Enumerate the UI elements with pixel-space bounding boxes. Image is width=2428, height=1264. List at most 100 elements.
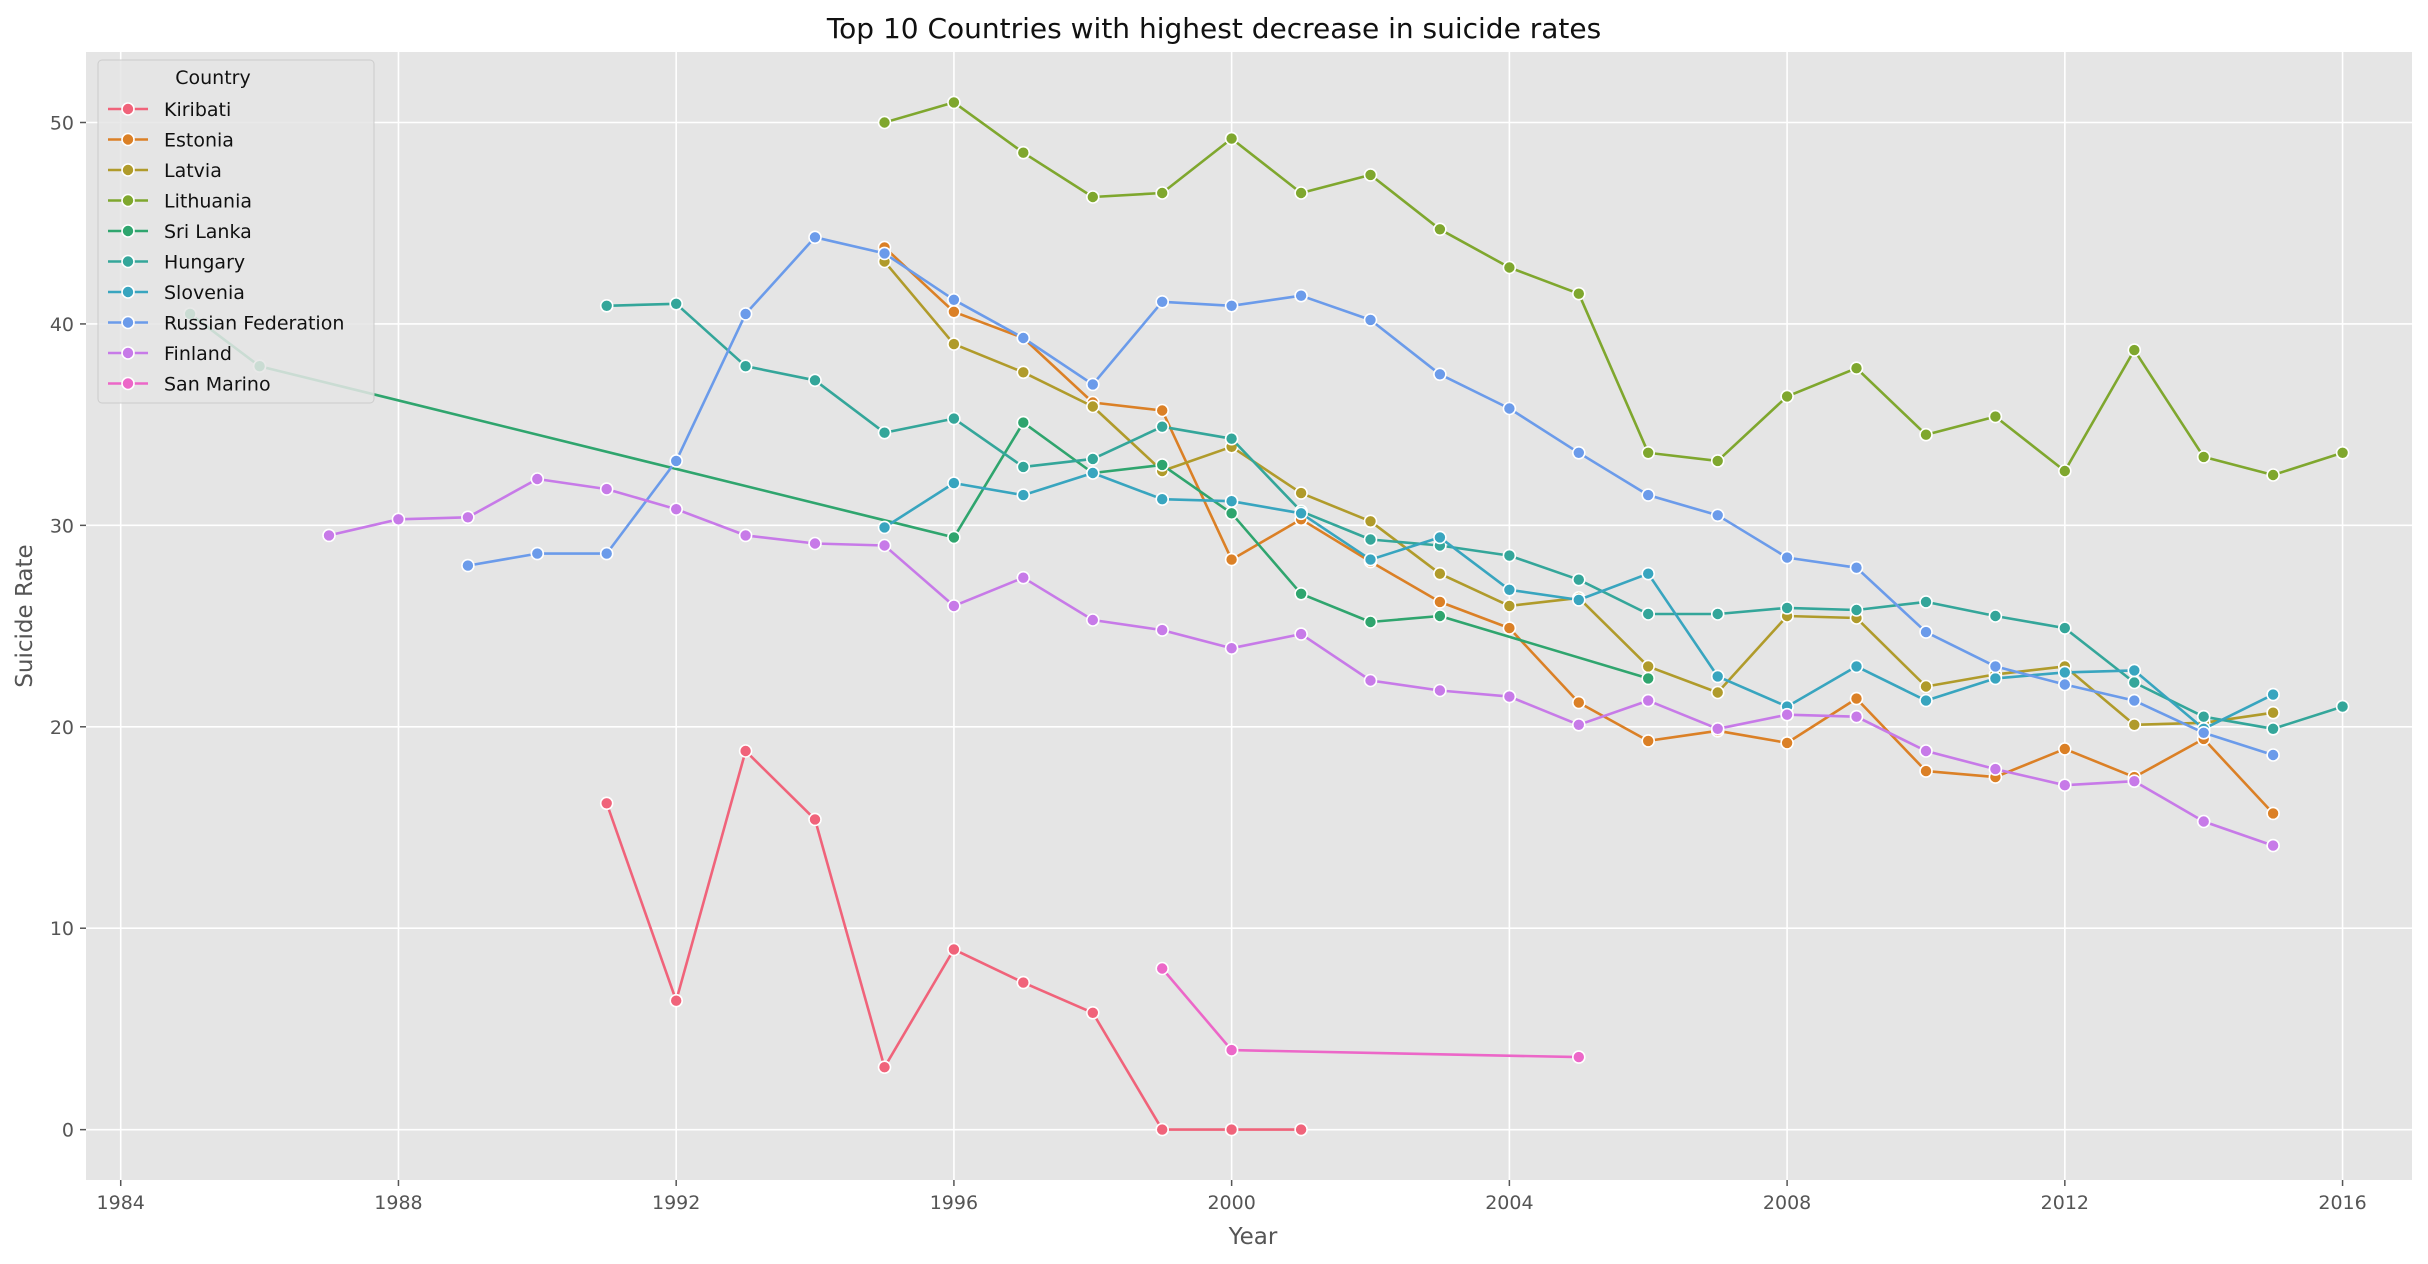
data-point-lithuania bbox=[1710, 454, 1725, 468]
data-point-slovenia bbox=[1988, 671, 2003, 686]
data-point-hungary bbox=[2127, 675, 2142, 690]
y-tick-label: 50 bbox=[50, 113, 74, 135]
data-point-sri-lanka bbox=[1363, 615, 1378, 629]
y-tick-label: 10 bbox=[50, 918, 74, 940]
data-point-estonia bbox=[1849, 691, 1864, 706]
data-point-hungary bbox=[1641, 607, 1655, 621]
data-point-latvia bbox=[1086, 399, 1100, 414]
data-point-estonia bbox=[2266, 806, 2280, 821]
data-point-finland bbox=[738, 528, 753, 543]
y-axis-label: Suicide Rate bbox=[12, 544, 38, 687]
data-point-san-marino bbox=[1224, 1043, 1239, 1057]
data-point-hungary bbox=[2266, 721, 2280, 736]
data-point-estonia bbox=[947, 304, 961, 319]
data-point-russian-federation bbox=[1641, 488, 1655, 502]
data-point-estonia bbox=[1919, 764, 1933, 778]
data-point-hungary bbox=[1572, 572, 1586, 587]
x-tick-label: 2004 bbox=[1485, 1192, 1533, 1214]
data-point-slovenia bbox=[1155, 492, 1169, 507]
data-point-hungary bbox=[1016, 460, 1031, 474]
legend-label-estonia: Estonia bbox=[164, 130, 234, 152]
data-point-russian-federation bbox=[947, 292, 961, 307]
data-point-finland bbox=[1780, 707, 1794, 722]
data-point-latvia bbox=[1294, 486, 1308, 500]
data-point-russian-federation bbox=[1224, 298, 1239, 313]
data-point-hungary bbox=[1919, 595, 1933, 609]
legend-marker-san-marino bbox=[121, 376, 135, 391]
legend-marker-estonia bbox=[121, 132, 135, 147]
data-point-slovenia bbox=[1294, 506, 1308, 521]
data-point-russian-federation bbox=[1780, 550, 1794, 565]
data-point-russian-federation bbox=[1086, 377, 1100, 392]
legend-label-finland: Finland bbox=[164, 343, 232, 365]
x-tick-label: 1992 bbox=[652, 1192, 700, 1214]
data-point-finland bbox=[599, 482, 614, 496]
data-point-slovenia bbox=[1710, 669, 1725, 684]
data-point-finland bbox=[1294, 627, 1308, 641]
legend-marker-lithuania bbox=[121, 193, 135, 208]
data-point-finland bbox=[1016, 570, 1031, 585]
data-point-latvia bbox=[947, 337, 961, 351]
data-point-russian-federation bbox=[530, 546, 545, 561]
data-point-slovenia bbox=[2058, 665, 2072, 680]
data-point-slovenia bbox=[2266, 687, 2280, 702]
data-point-slovenia bbox=[1086, 466, 1100, 480]
data-point-san-marino bbox=[1572, 1050, 1586, 1064]
data-point-kiribati bbox=[1086, 1005, 1100, 1020]
data-point-hungary bbox=[1710, 607, 1725, 621]
data-point-sri-lanka bbox=[1016, 415, 1031, 430]
data-point-russian-federation bbox=[877, 246, 892, 261]
axis-ticks: 1984 1988 1992 1996 2000 2004 2008 2012 2016 0 10 2… bbox=[50, 113, 2367, 1215]
data-point-estonia bbox=[2058, 742, 2072, 756]
data-point-finland bbox=[2266, 838, 2280, 853]
data-point-slovenia bbox=[1502, 582, 1517, 597]
legend-title: Country bbox=[175, 67, 250, 89]
data-point-latvia bbox=[2266, 705, 2280, 720]
data-point-lithuania bbox=[1155, 186, 1169, 200]
data-point-finland bbox=[1224, 641, 1239, 656]
data-point-hungary bbox=[669, 296, 684, 311]
x-tick-label: 1984 bbox=[97, 1192, 145, 1214]
legend: Country Kiribati Estonia Latvia Lithuania Sri… bbox=[97, 59, 375, 404]
data-point-slovenia bbox=[1224, 494, 1239, 509]
data-point-russian-federation bbox=[461, 558, 475, 573]
data-point-finland bbox=[1710, 721, 1725, 736]
data-point-sri-lanka bbox=[1224, 506, 1239, 521]
data-point-russian-federation bbox=[2266, 748, 2280, 762]
data-point-lithuania bbox=[1086, 190, 1100, 204]
y-tick-label: 30 bbox=[50, 515, 74, 537]
series-lithuania bbox=[877, 95, 2350, 482]
data-point-lithuania bbox=[877, 115, 892, 130]
y-tick-label: 40 bbox=[50, 314, 74, 336]
data-point-lithuania bbox=[2196, 450, 2211, 464]
data-point-slovenia bbox=[2127, 663, 2142, 678]
data-point-russian-federation bbox=[1363, 313, 1378, 327]
data-point-finland bbox=[1155, 623, 1169, 637]
data-point-russian-federation bbox=[738, 307, 753, 321]
data-point-slovenia bbox=[1016, 488, 1031, 502]
data-point-finland bbox=[1919, 744, 1933, 758]
y-tick-label: 0 bbox=[62, 1120, 74, 1142]
data-point-slovenia bbox=[947, 476, 961, 490]
data-point-sri-lanka bbox=[1294, 586, 1308, 601]
data-point-latvia bbox=[1710, 685, 1725, 700]
data-point-finland bbox=[808, 536, 822, 551]
series-line-hungary bbox=[606, 302, 2343, 731]
x-axis-label: Year bbox=[1228, 1224, 1278, 1250]
data-point-hungary bbox=[808, 373, 822, 388]
data-point-slovenia bbox=[1363, 552, 1378, 567]
data-point-lithuania bbox=[1988, 409, 2003, 424]
data-point-russian-federation bbox=[1294, 288, 1308, 303]
data-point-finland bbox=[1086, 613, 1100, 627]
legend-label-latvia: Latvia bbox=[164, 160, 222, 182]
data-point-latvia bbox=[2127, 717, 2142, 732]
data-point-hungary bbox=[2058, 621, 2072, 635]
data-point-latvia bbox=[1919, 679, 1933, 694]
data-point-slovenia bbox=[1849, 659, 1864, 674]
data-point-hungary bbox=[738, 359, 753, 374]
x-tick-label: 2012 bbox=[2041, 1192, 2089, 1214]
data-point-russian-federation bbox=[808, 230, 822, 245]
data-point-kiribati bbox=[947, 942, 961, 957]
data-point-slovenia bbox=[1641, 566, 1655, 581]
